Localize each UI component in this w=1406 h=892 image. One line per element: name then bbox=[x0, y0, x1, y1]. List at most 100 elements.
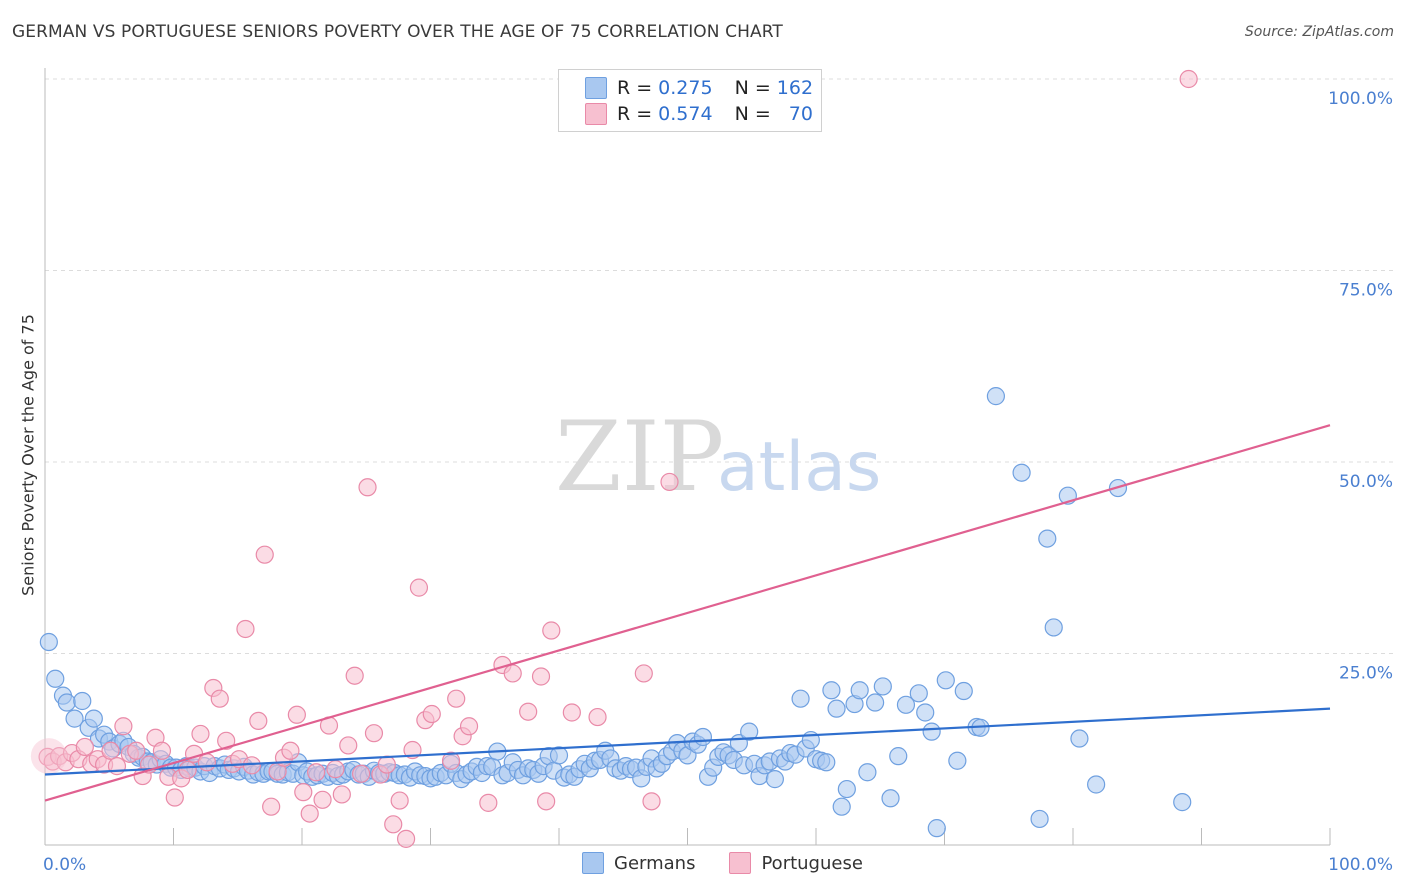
source-label: Source: ZipAtlas.com bbox=[1244, 24, 1394, 40]
germans-point bbox=[889, 747, 908, 766]
germans-point bbox=[866, 693, 885, 712]
legend-germans-label: Germans bbox=[614, 852, 696, 874]
germans-swatch bbox=[582, 852, 604, 874]
correlation-legend: R = 0.275 N = 162 R = 0.574 N = 70 bbox=[558, 69, 822, 132]
portuguese-point bbox=[345, 666, 364, 685]
germans-point bbox=[832, 797, 851, 816]
portuguese-point bbox=[660, 472, 679, 492]
portuguese-point bbox=[262, 797, 281, 816]
germans-point bbox=[873, 677, 892, 696]
germans-point bbox=[693, 727, 713, 747]
germans-point bbox=[57, 693, 76, 712]
germans-trend-line bbox=[44, 707, 1331, 776]
germans-point bbox=[1070, 729, 1089, 748]
portuguese-point bbox=[562, 703, 581, 722]
tick-labels: 25.0% 50.0% 75.0% 100.0% 0.0% 100.0% bbox=[43, 89, 1393, 875]
germans-point bbox=[881, 789, 900, 808]
axes bbox=[44, 68, 1331, 846]
y-tick-label: 75.0% bbox=[1339, 281, 1393, 301]
portuguese-point bbox=[249, 711, 268, 731]
portuguese-point bbox=[519, 702, 538, 721]
n-label: N = bbox=[734, 77, 771, 99]
germans-r-value: 0.275 bbox=[658, 77, 713, 99]
portuguese-point bbox=[281, 741, 300, 760]
germans-point bbox=[84, 709, 103, 728]
x-tick-label: 0.0% bbox=[43, 855, 86, 875]
portuguese-point bbox=[364, 724, 384, 743]
germans-point bbox=[46, 669, 65, 688]
germans-point bbox=[837, 779, 856, 799]
germans-point bbox=[922, 722, 941, 741]
germans-point bbox=[817, 753, 836, 772]
portuguese-point bbox=[326, 760, 345, 779]
portuguese-points bbox=[30, 69, 1198, 848]
portuguese-point bbox=[542, 621, 561, 640]
germans-point bbox=[916, 703, 935, 722]
germans-point bbox=[896, 695, 916, 714]
germans-point bbox=[1087, 775, 1106, 794]
portuguese-r-value: 0.574 bbox=[658, 103, 713, 125]
series-legend: Germans Portuguese bbox=[582, 852, 897, 874]
portuguese-point bbox=[217, 731, 236, 750]
legend-item-portuguese[interactable]: Portuguese bbox=[729, 852, 863, 874]
germans-point bbox=[927, 819, 946, 838]
chart-title: GERMAN VS PORTUGUESE SENIORS POVERTY OVE… bbox=[12, 22, 783, 42]
portuguese-point bbox=[339, 736, 358, 755]
germans-point bbox=[1044, 618, 1063, 637]
portuguese-point bbox=[307, 763, 326, 782]
legend-row-portuguese: R = 0.574 N = 70 bbox=[585, 102, 813, 126]
r-label: R = bbox=[617, 77, 653, 99]
portuguese-point bbox=[165, 788, 184, 807]
legend-portuguese-label: Portuguese bbox=[761, 852, 863, 874]
portuguese-point bbox=[390, 791, 409, 810]
germans-point bbox=[986, 387, 1006, 406]
portuguese-swatch bbox=[729, 852, 752, 874]
germans-point bbox=[73, 691, 92, 711]
portuguese-point bbox=[588, 707, 607, 727]
portuguese-point bbox=[101, 741, 120, 760]
portuguese-point bbox=[422, 704, 441, 724]
portuguese-point bbox=[75, 737, 94, 757]
portuguese-point bbox=[352, 764, 371, 783]
y-tick-label: 50.0% bbox=[1339, 472, 1393, 492]
portuguese-swatch bbox=[585, 103, 607, 125]
portuguese-point bbox=[287, 705, 306, 724]
portuguese-point bbox=[242, 756, 261, 775]
germans-point bbox=[948, 751, 967, 770]
legend-row-germans: R = 0.275 N = 162 bbox=[585, 76, 813, 100]
portuguese-point bbox=[236, 619, 255, 639]
portuguese-point bbox=[114, 717, 133, 736]
portuguese-point bbox=[191, 724, 210, 744]
watermark-atlas: atlas bbox=[717, 428, 881, 507]
germans-point bbox=[858, 763, 877, 782]
x-tick-label: 100.0% bbox=[1328, 855, 1393, 875]
portuguese-point bbox=[313, 790, 332, 809]
grid-lines bbox=[45, 78, 1395, 654]
portuguese-point bbox=[384, 815, 403, 834]
watermark-zip: ZIP bbox=[555, 401, 724, 513]
n-label: N = bbox=[734, 103, 771, 125]
portuguese-point bbox=[403, 740, 422, 760]
portuguese-point bbox=[377, 755, 396, 774]
portuguese-point bbox=[255, 545, 274, 564]
germans-point bbox=[822, 681, 841, 700]
portuguese-point bbox=[441, 751, 461, 770]
portuguese-point bbox=[197, 753, 217, 772]
y-axis-label: Seniors Poverty Over the Age of 75 bbox=[18, 314, 38, 596]
portuguese-point bbox=[537, 792, 556, 811]
portuguese-point bbox=[1179, 69, 1198, 89]
germans-point bbox=[954, 681, 973, 701]
legend-item-germans[interactable]: Germans bbox=[582, 852, 695, 874]
germans-points bbox=[39, 387, 1192, 838]
germans-n-value: 162 bbox=[776, 77, 814, 99]
portuguese-point bbox=[300, 804, 319, 823]
germans-point bbox=[909, 684, 928, 703]
portuguese-point bbox=[479, 793, 498, 812]
portuguese-point bbox=[332, 785, 351, 804]
germans-point bbox=[936, 671, 955, 690]
germans-point bbox=[827, 699, 846, 718]
y-tick-label: 100.0% bbox=[1328, 89, 1393, 109]
germans-point bbox=[1012, 463, 1031, 482]
germans-swatch bbox=[585, 77, 607, 99]
